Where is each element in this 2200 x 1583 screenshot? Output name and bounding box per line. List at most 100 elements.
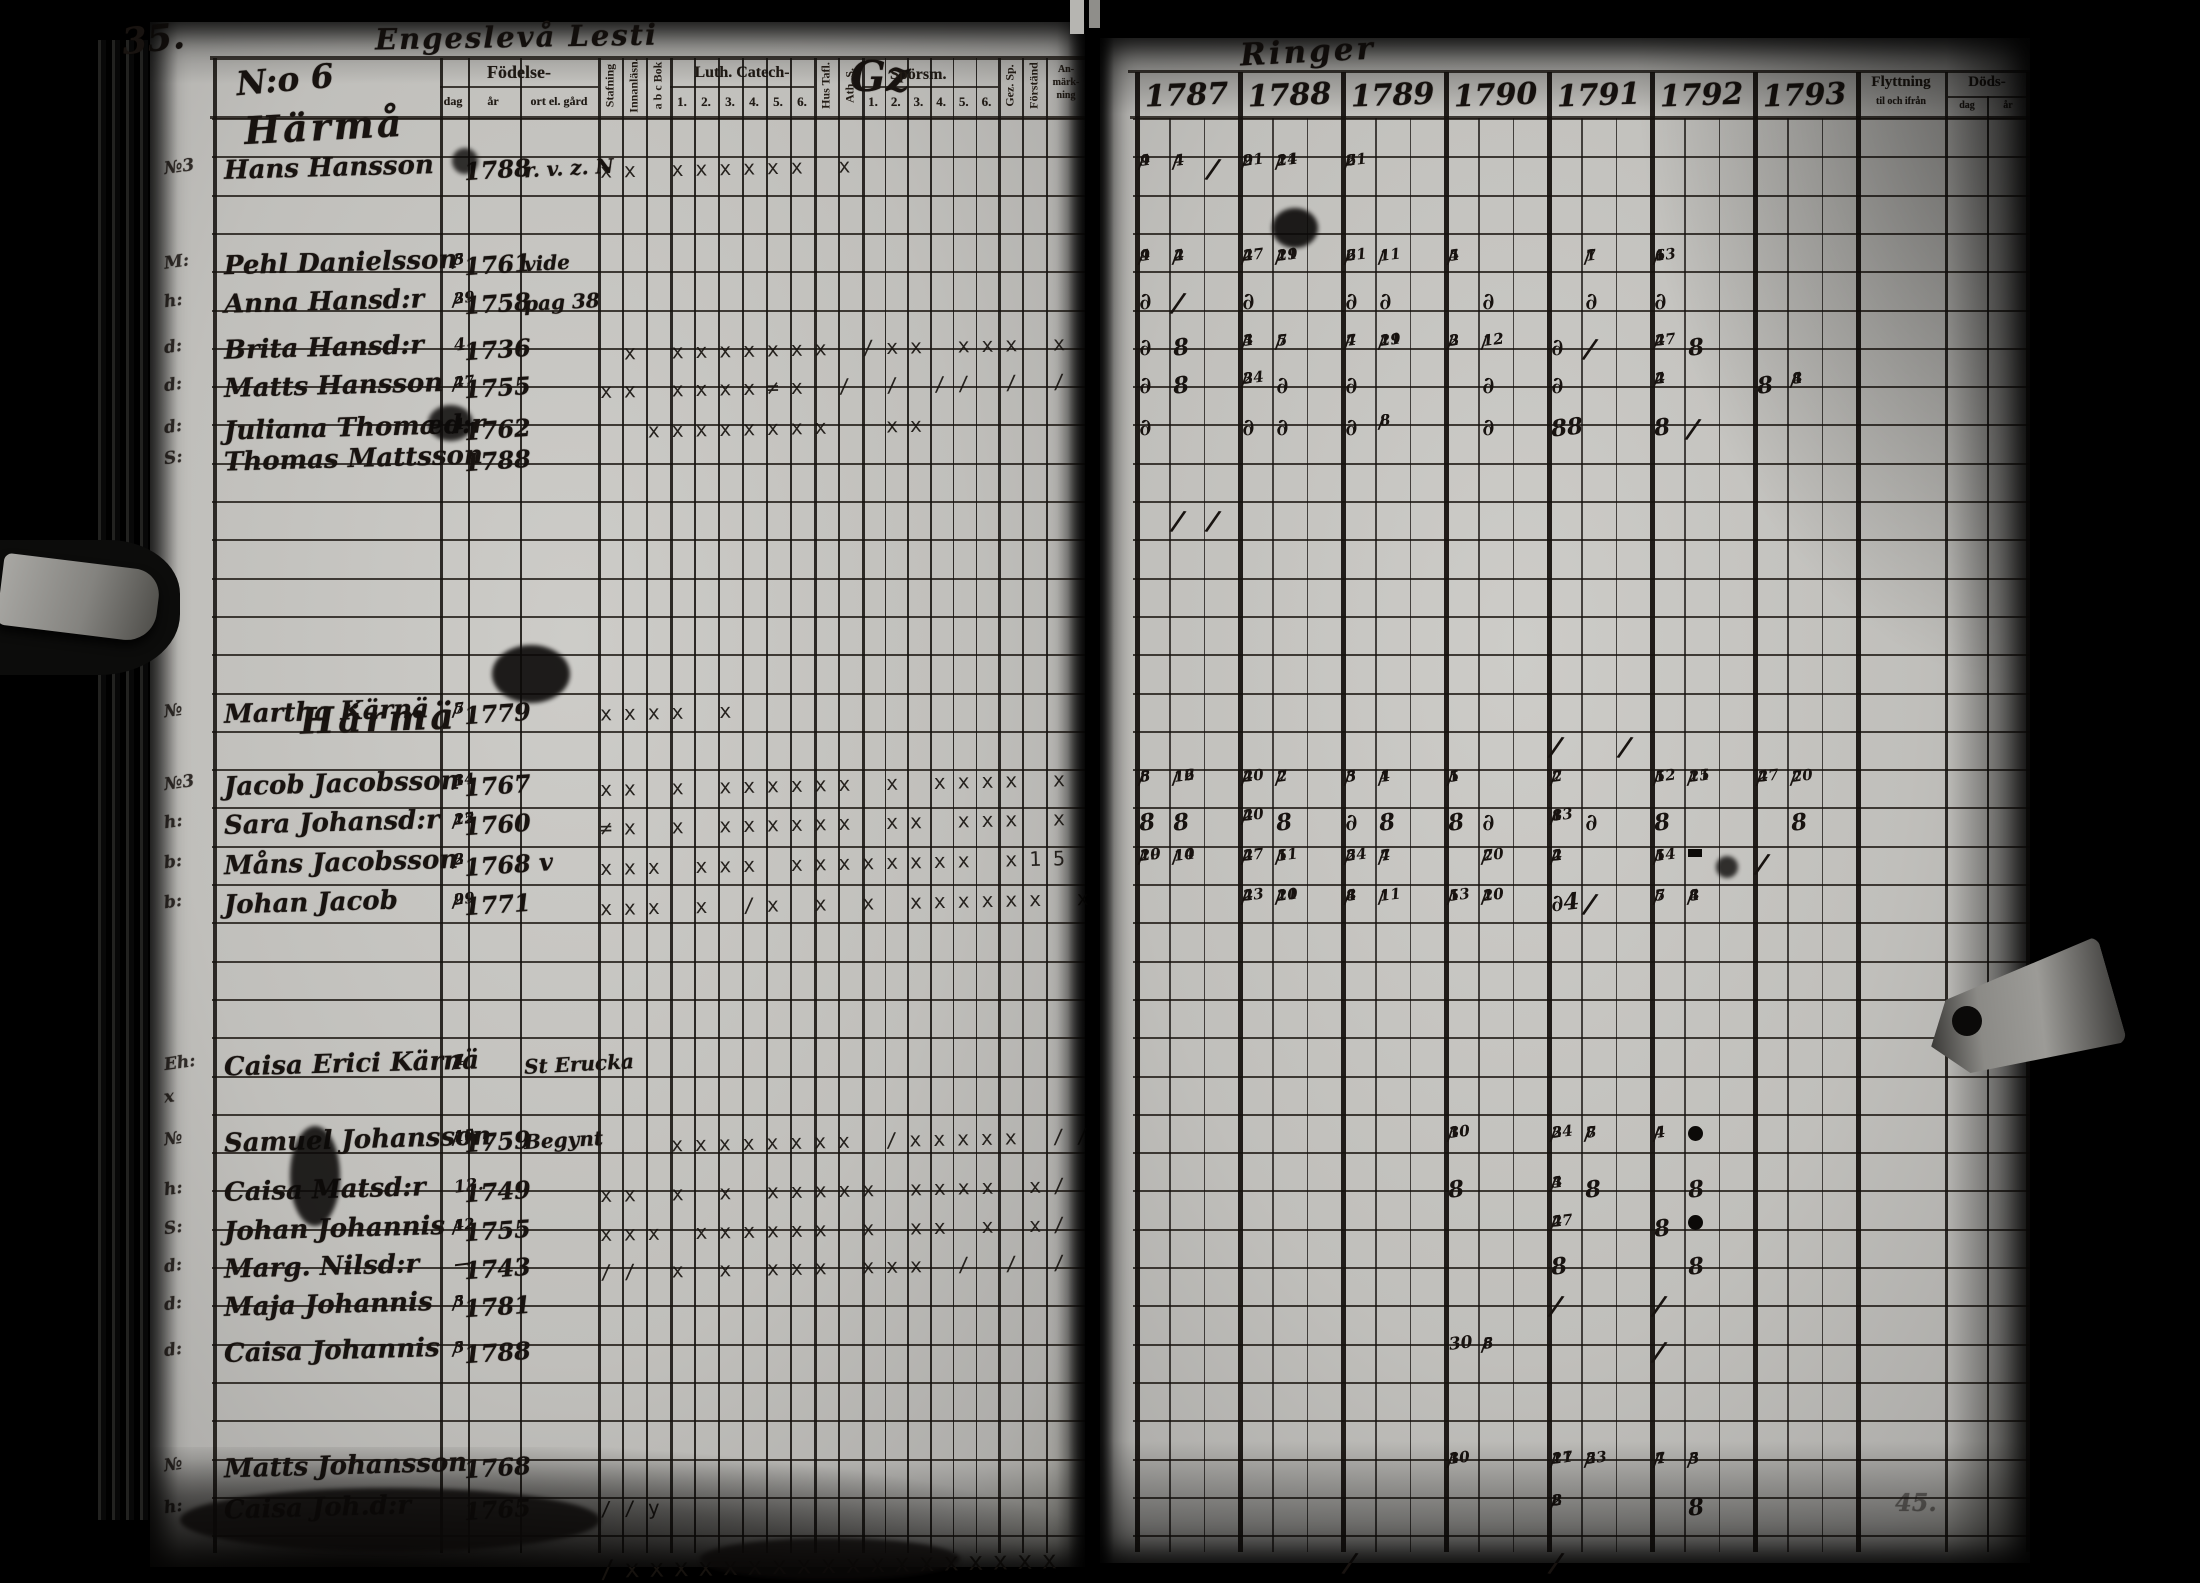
year-label: 1788 bbox=[1247, 76, 1332, 115]
birth-year: 1736 bbox=[463, 332, 532, 366]
ink-blot bbox=[1272, 208, 1318, 248]
header-flyttning: Flyttning bbox=[1871, 74, 1931, 90]
left-page: 35. Engeslevå Lesti N:o 6 Härmå Härmä Fö… bbox=[120, 15, 1101, 1583]
year-label: 1787 bbox=[1144, 76, 1229, 115]
dods-rule bbox=[1948, 96, 2026, 98]
col-line bbox=[766, 58, 768, 1553]
person-name: Maja Johannis bbox=[223, 1287, 434, 1324]
ink-blot bbox=[428, 405, 473, 441]
margin-scribble: S: bbox=[162, 446, 184, 469]
col-line bbox=[975, 58, 978, 1553]
years-top-rule bbox=[1128, 70, 2030, 73]
birth-year: 1767 bbox=[463, 768, 532, 803]
header-dods-dag: dag bbox=[1959, 100, 1975, 111]
dods-mid-line bbox=[1987, 96, 1989, 1552]
ink-blot bbox=[492, 645, 570, 703]
page-right-bar bbox=[2026, 72, 2030, 1552]
margin-scribble: b: bbox=[162, 890, 184, 914]
col-line bbox=[998, 58, 1001, 1553]
year-label: 1790 bbox=[1453, 76, 1538, 115]
year-bar bbox=[1856, 72, 1861, 1552]
person-name: Caisa Johannis bbox=[223, 1333, 441, 1370]
birth-year: 1760 bbox=[463, 807, 532, 841]
subcol-line bbox=[1684, 118, 1686, 1552]
sporsm-col-num: 5. bbox=[958, 94, 969, 109]
margin-scribble: № bbox=[162, 1128, 184, 1151]
subcol-line bbox=[1581, 118, 1583, 1552]
col-line bbox=[213, 58, 217, 1553]
margin-scribble: h: bbox=[162, 289, 184, 312]
subcol-line bbox=[1615, 118, 1618, 1552]
col-line bbox=[930, 58, 932, 1553]
person-name: Johan Johannis bbox=[223, 1210, 446, 1247]
col-line bbox=[790, 58, 792, 1553]
header-dods-ar: år bbox=[2003, 100, 2013, 111]
margin-scribble: d: bbox=[162, 335, 184, 358]
header-birth-group: Födelse- bbox=[487, 62, 551, 82]
birth-col-ar: år bbox=[487, 94, 499, 108]
subcol-line bbox=[1787, 118, 1789, 1552]
spine-tab bbox=[1089, 0, 1100, 28]
reading-marks: //y bbox=[599, 1495, 672, 1521]
person-name: Jacob Jacobsson bbox=[223, 765, 460, 803]
ink-blot bbox=[290, 1126, 340, 1226]
row-note: Begynt bbox=[523, 1126, 604, 1155]
person-name: Måns Jacobsson bbox=[223, 844, 459, 882]
person-name: Marg. Nilsd:r bbox=[223, 1249, 420, 1285]
col-line bbox=[598, 58, 601, 1553]
luth-col-num: 1. bbox=[677, 94, 687, 109]
birth-year: 1755 bbox=[463, 1213, 532, 1247]
person-name: Sara Johansd:r bbox=[223, 804, 441, 841]
corner-mark: 45. bbox=[1895, 1488, 1937, 1517]
margin-scribble: M: bbox=[162, 250, 191, 275]
sporsm-col-num: 1. bbox=[868, 94, 878, 109]
person-name: Johan Jacob bbox=[223, 885, 399, 921]
col-line bbox=[952, 58, 955, 1553]
margin-scribble: Eh: bbox=[162, 1050, 197, 1075]
margin-scribble: d: bbox=[162, 1338, 184, 1362]
birth-year: 1768 bbox=[463, 1450, 532, 1485]
person-name: Matts Hansson bbox=[223, 367, 444, 404]
col-line bbox=[1022, 58, 1024, 1553]
col-line bbox=[440, 58, 443, 1553]
person-name: Brita Hansd:r bbox=[223, 329, 425, 366]
subcol-line bbox=[1718, 118, 1721, 1552]
header-flyttning-sub: til och ifrån bbox=[1876, 96, 1926, 107]
luth-col-num: 4. bbox=[749, 94, 759, 109]
birth-year: 1755 bbox=[463, 370, 532, 405]
margin-scribble: h: bbox=[162, 1178, 184, 1201]
birth-year: 1781 bbox=[463, 1289, 532, 1324]
reading-marks: xxxx x bbox=[599, 698, 744, 725]
ink-blot bbox=[700, 1538, 960, 1580]
subcol-line bbox=[1821, 118, 1824, 1552]
ink-blot bbox=[180, 1488, 600, 1552]
col-line bbox=[694, 58, 696, 1553]
sporsm-col-num: 4. bbox=[936, 94, 946, 109]
subcol-line bbox=[1306, 118, 1309, 1552]
luth-col-num: 6. bbox=[797, 94, 807, 109]
col-stafning: Stafning bbox=[602, 63, 617, 108]
col-line bbox=[884, 58, 887, 1553]
subcol-line bbox=[1203, 118, 1206, 1552]
subcol-line bbox=[1512, 118, 1515, 1552]
col-line bbox=[907, 58, 909, 1553]
col-line bbox=[520, 58, 522, 1553]
birth-year: 1749 bbox=[463, 1174, 532, 1209]
header-sporsm-group: Spörsm. bbox=[890, 66, 947, 83]
person-name: Pehl Danielsson bbox=[223, 245, 458, 282]
right-script-title: Ringer bbox=[1239, 30, 1377, 74]
birth-year: 1788 bbox=[463, 1335, 532, 1370]
margin-scribble: b: bbox=[162, 850, 184, 873]
flytt-dods-bar bbox=[1945, 72, 1948, 1552]
person-name: Anna Hansd:r bbox=[223, 283, 425, 320]
year-label: 1789 bbox=[1350, 76, 1435, 115]
col-line bbox=[646, 58, 648, 1553]
birth-year: 1743 bbox=[463, 1251, 532, 1286]
col-line bbox=[814, 58, 817, 1553]
col-line bbox=[862, 58, 865, 1553]
row-note: St Erucka bbox=[523, 1048, 635, 1079]
col-forstand: Förständ bbox=[1026, 62, 1041, 109]
person-name: Martha Kärnä bbox=[223, 693, 430, 730]
left-script-title: Engeslevå Lesti bbox=[374, 17, 659, 57]
